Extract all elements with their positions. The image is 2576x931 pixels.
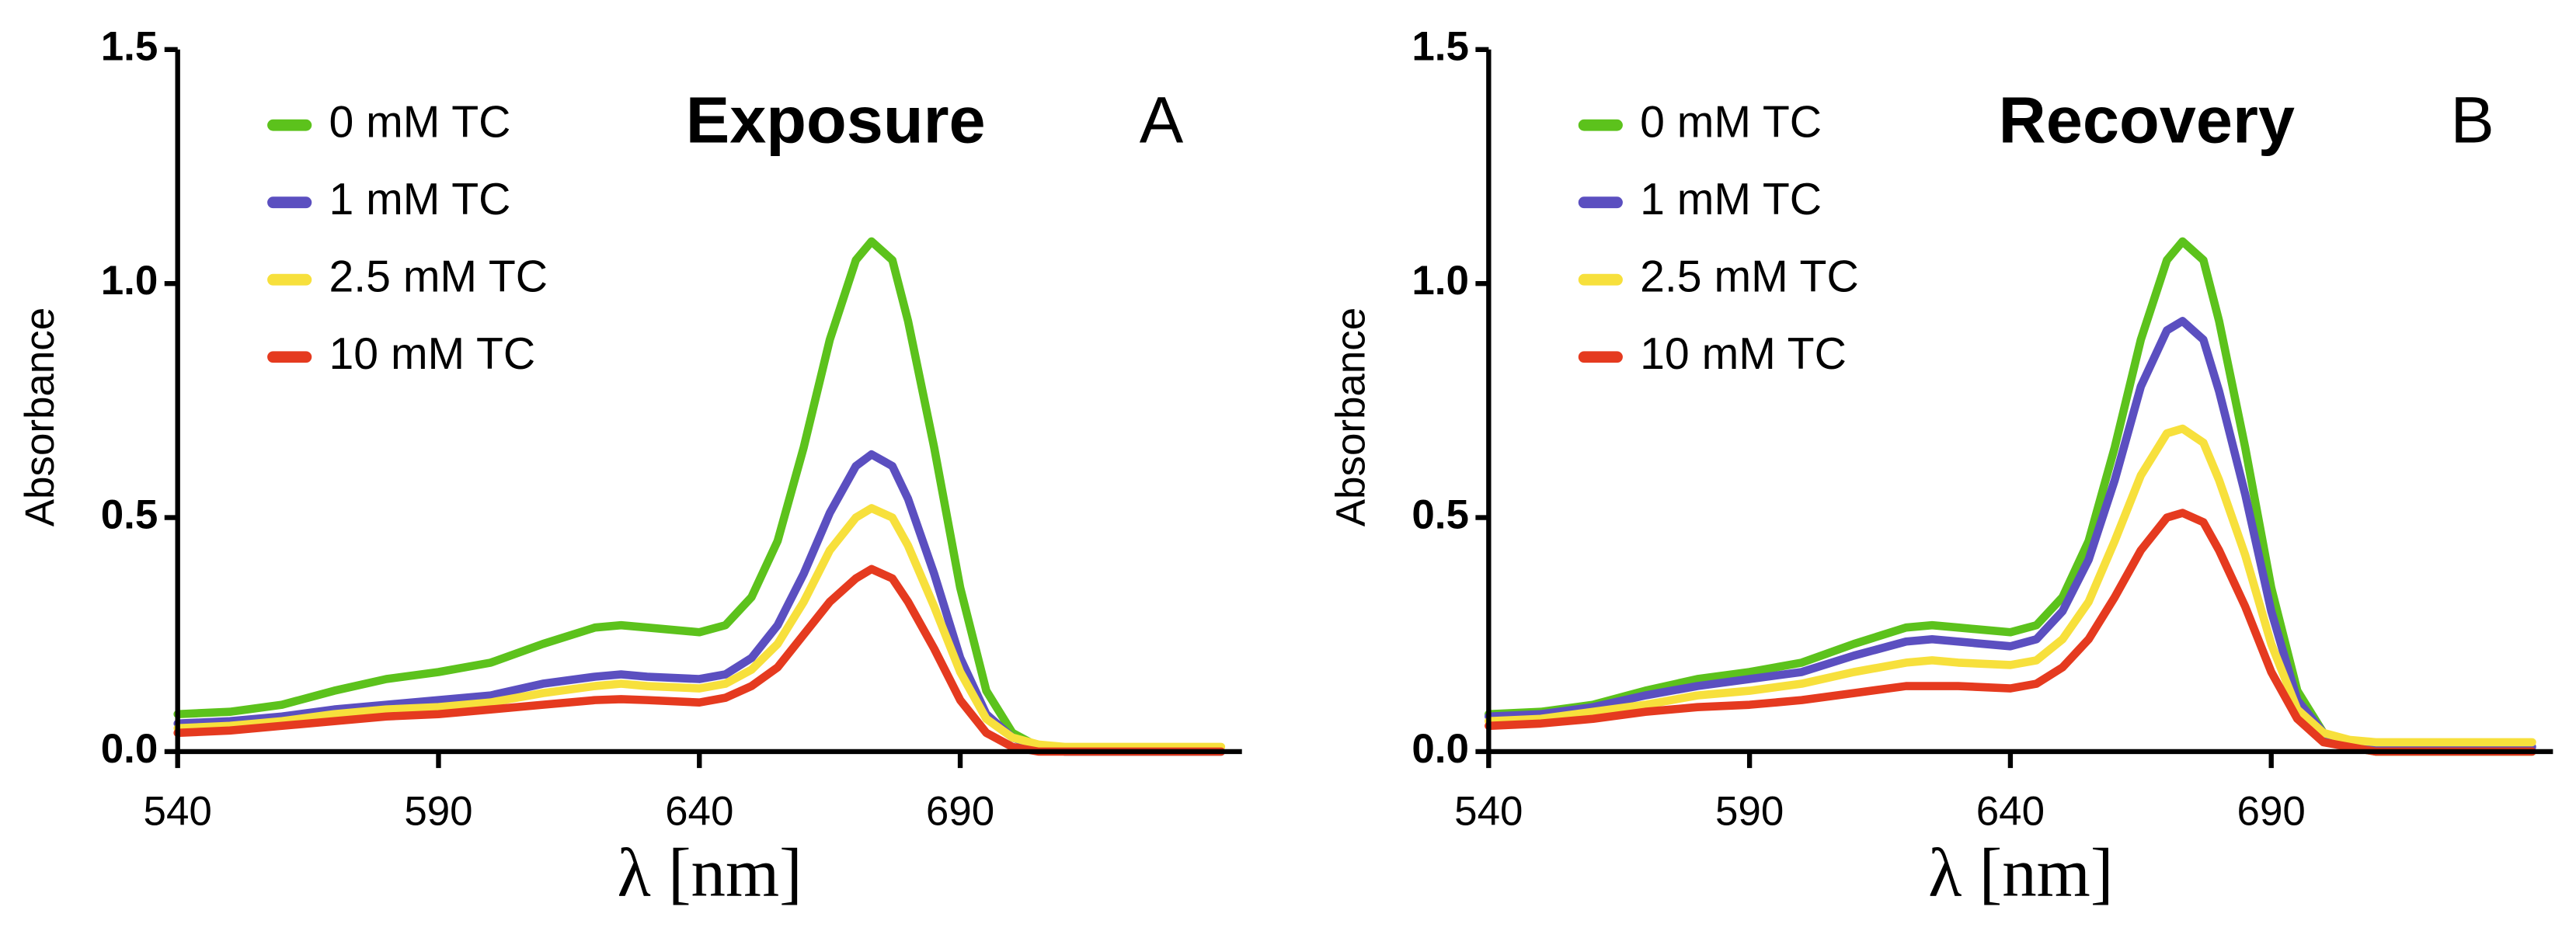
y-axis-label: Absorbance: [17, 307, 63, 526]
legend-label: 2.5 mM TC: [1640, 252, 1859, 301]
y-tick-label: 0.5: [1412, 492, 1469, 538]
y-axis-label: Absorbance: [1328, 307, 1374, 526]
y-tick-label: 0.5: [101, 492, 158, 538]
x-tick-label: 590: [1715, 788, 1784, 834]
x-tick-label: 640: [1976, 788, 2045, 834]
panel-label: A: [1140, 83, 1184, 157]
panel: 0 mM TC 1 mM TC 2.5 mM TC 10 mM TC 0.0 0.5 1.0…: [17, 24, 1242, 912]
panel-label: B: [2450, 83, 2494, 157]
data-line: [173, 565, 1226, 756]
data-line: [1485, 237, 2536, 756]
legend-label: 10 mM TC: [1640, 329, 1847, 379]
y-tick-label: 1.5: [1412, 24, 1469, 70]
legend-label: 1 mM TC: [1640, 175, 1822, 224]
y-tick-label: 1.0: [101, 258, 158, 304]
x-tick-label: 590: [404, 788, 472, 834]
data-line: [173, 504, 1226, 752]
x-tick-label: 640: [665, 788, 733, 834]
data-line: [173, 450, 1226, 756]
chart-title: Exposure: [686, 83, 986, 157]
x-tick-label: 690: [926, 788, 994, 834]
y-tick-label: 1.5: [101, 24, 158, 70]
panel: 0 mM TC 1 mM TC 2.5 mM TC 10 mM TC 0.0 0.5 1.0…: [1328, 24, 2553, 912]
legend-label: 0 mM TC: [329, 97, 510, 147]
data-line: [1485, 317, 2536, 752]
chart-title: Recovery: [1999, 83, 2295, 157]
x-tick-label: 540: [1454, 788, 1523, 834]
y-tick-label: 0.0: [1412, 726, 1469, 772]
data-line: [1485, 424, 2536, 747]
data-line: [1485, 509, 2536, 756]
x-tick-label: 690: [2237, 788, 2306, 834]
y-tick-label: 0.0: [101, 726, 158, 772]
x-axis-label: λ [nm]: [1928, 835, 2113, 912]
legend-label: 10 mM TC: [329, 329, 535, 379]
legend-label: 0 mM TC: [1640, 97, 1822, 147]
y-tick-label: 1.0: [1412, 258, 1469, 304]
x-tick-label: 540: [144, 788, 212, 834]
x-axis-label: λ [nm]: [618, 835, 802, 912]
legend-label: 1 mM TC: [329, 175, 510, 224]
legend-label: 2.5 mM TC: [329, 252, 548, 301]
